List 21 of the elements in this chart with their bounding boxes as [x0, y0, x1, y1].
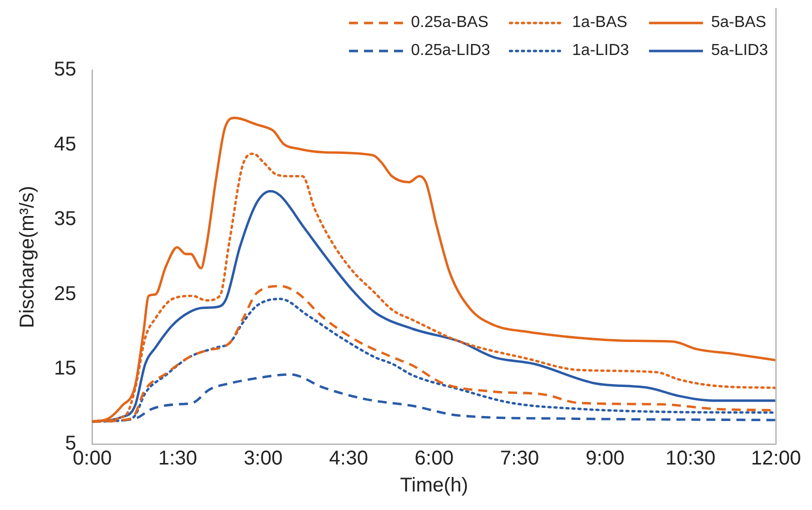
- x-tick-label: 12:00: [750, 448, 802, 470]
- y-axis-title: Discharge(m³/s): [16, 186, 39, 328]
- x-tick-label: 10:30: [665, 448, 716, 470]
- y-tick-label: 25: [54, 282, 76, 305]
- x-tick-label: 4:30: [329, 448, 368, 470]
- legend-label: 1a-LID3: [572, 42, 630, 60]
- y-tick-label: 45: [54, 133, 76, 156]
- legend-label: 0.25a-BAS: [410, 14, 488, 32]
- legend-label: 1a-BAS: [572, 14, 628, 32]
- x-axis-title: Time(h): [400, 474, 468, 497]
- y-tick-label: 15: [54, 358, 76, 380]
- legend-label: 0.25a-LID3: [410, 42, 490, 60]
- x-tick-label: 9:00: [586, 448, 625, 470]
- y-tick-label: 55: [54, 58, 76, 81]
- x-tick-label: 7:30: [500, 448, 540, 470]
- x-tick-label: 6:00: [414, 448, 454, 470]
- y-tick-label: 35: [54, 208, 76, 230]
- legend-label: 5a-BAS: [711, 14, 766, 32]
- x-tick-label: 3:00: [244, 448, 283, 470]
- legend-label: 5a-LID3: [711, 42, 768, 60]
- x-tick-label: 1:30: [158, 448, 198, 470]
